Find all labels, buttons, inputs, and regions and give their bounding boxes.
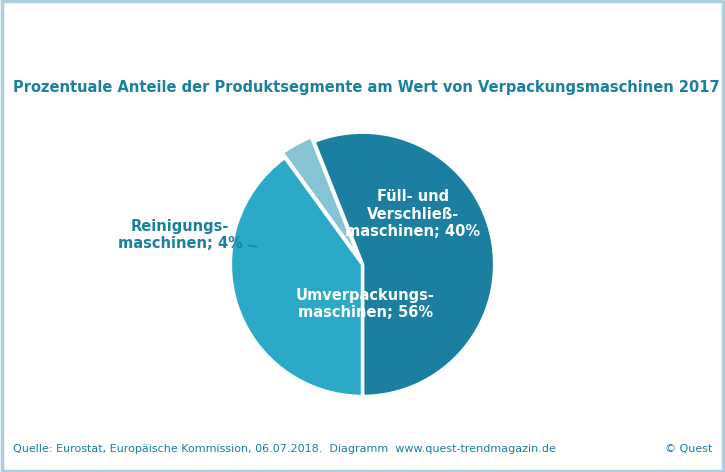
Text: Füll- und
Verschließ-
maschinen; 40%: Füll- und Verschließ- maschinen; 40% bbox=[345, 189, 480, 239]
Text: Prozentuale Anteile der Produktsegmente am Wert von Verpackungsmaschinen 2017: Prozentuale Anteile der Produktsegmente … bbox=[13, 80, 720, 95]
Text: Umverpackungs-
maschinen; 56%: Umverpackungs- maschinen; 56% bbox=[296, 288, 434, 320]
Wedge shape bbox=[282, 137, 360, 260]
Text: Quelle: Eurostat, Europäische Kommission, 06.07.2018.  Diagramm  www.quest-trend: Quelle: Eurostat, Europäische Kommission… bbox=[13, 444, 556, 454]
Wedge shape bbox=[314, 132, 494, 396]
Text: Reinigungs-
maschinen; 4%: Reinigungs- maschinen; 4% bbox=[117, 219, 257, 252]
Text: Wert der Verpackungsmaschinen in der EU 2017: 13,5 Mrd. €: Wert der Verpackungsmaschinen in der EU … bbox=[13, 25, 725, 46]
Wedge shape bbox=[231, 157, 362, 396]
Text: © Quest: © Quest bbox=[665, 444, 712, 454]
